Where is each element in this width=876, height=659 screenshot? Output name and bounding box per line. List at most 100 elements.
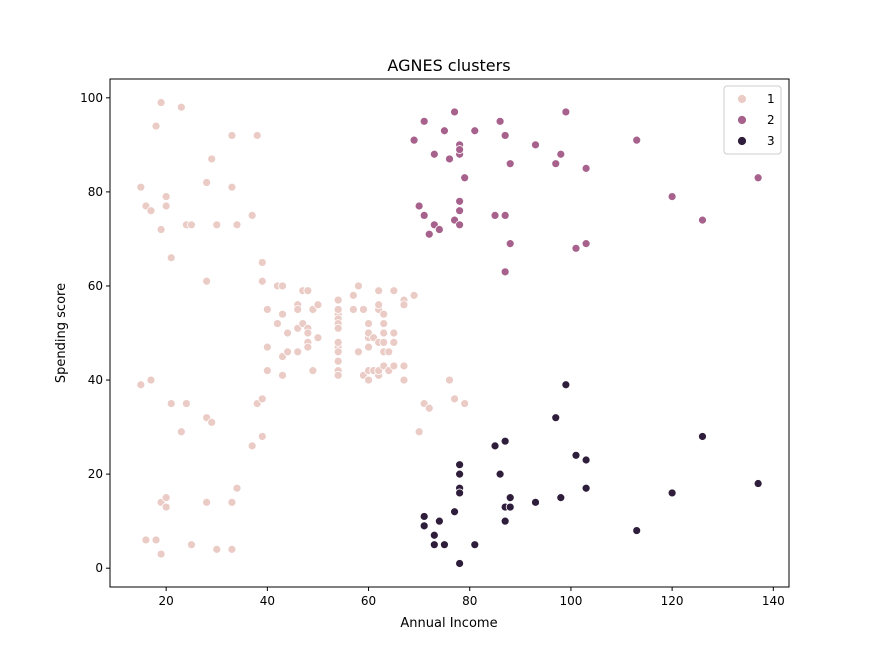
data-point-cluster-1 xyxy=(262,342,272,352)
y-axis-label: Spending score xyxy=(54,283,69,383)
legend-marker-2 xyxy=(737,115,747,125)
data-point-cluster-3 xyxy=(450,507,459,517)
data-point-cluster-2 xyxy=(470,126,480,136)
data-point-cluster-1 xyxy=(146,375,156,385)
data-point-cluster-2 xyxy=(505,239,515,249)
data-point-cluster-3 xyxy=(581,483,591,493)
data-point-cluster-1 xyxy=(384,347,394,357)
data-point-cluster-1 xyxy=(166,253,176,263)
data-point-cluster-1 xyxy=(359,305,368,314)
data-point-cluster-1 xyxy=(348,290,358,300)
data-point-cluster-3 xyxy=(490,441,500,451)
data-point-cluster-3 xyxy=(470,540,480,550)
data-point-cluster-1 xyxy=(308,366,318,376)
data-point-cluster-3 xyxy=(753,479,763,488)
data-point-cluster-1 xyxy=(450,394,459,404)
data-point-cluster-1 xyxy=(303,286,313,296)
data-point-cluster-1 xyxy=(176,427,186,437)
data-point-cluster-1 xyxy=(379,309,389,319)
data-point-cluster-2 xyxy=(571,243,581,253)
data-point-cluster-2 xyxy=(495,116,505,126)
data-point-cluster-1 xyxy=(293,347,303,357)
data-point-cluster-1 xyxy=(207,417,217,427)
data-point-cluster-3 xyxy=(455,488,465,498)
y-axis-ticks: 0 20 40 60 80 100 xyxy=(80,91,110,575)
data-point-cluster-2 xyxy=(667,192,677,201)
data-point-cluster-1 xyxy=(232,220,242,230)
y-tick-label: 40 xyxy=(88,373,103,387)
data-point-cluster-1 xyxy=(303,342,313,352)
data-point-cluster-1 xyxy=(333,347,343,357)
data-point-cluster-1 xyxy=(313,333,323,343)
data-point-cluster-1 xyxy=(156,98,166,107)
data-point-cluster-1 xyxy=(379,319,389,328)
data-point-cluster-2 xyxy=(632,135,642,145)
data-point-cluster-1 xyxy=(348,305,358,314)
legend-label-1: 1 xyxy=(767,92,775,106)
data-point-cluster-2 xyxy=(500,131,510,140)
data-point-cluster-2 xyxy=(445,154,454,164)
x-tick-label: 120 xyxy=(661,594,684,608)
data-point-cluster-2 xyxy=(753,173,763,183)
data-point-cluster-1 xyxy=(364,375,373,385)
x-axis-ticks: 20 40 60 80 100 120 140 xyxy=(159,587,785,608)
data-point-cluster-2 xyxy=(581,163,591,173)
points-layer xyxy=(136,98,763,568)
data-point-cluster-1 xyxy=(252,131,262,140)
data-point-cluster-3 xyxy=(455,469,465,479)
legend-items: 1 2 3 xyxy=(737,92,775,148)
data-point-cluster-1 xyxy=(379,328,389,338)
data-point-cluster-2 xyxy=(455,206,465,216)
data-point-cluster-1 xyxy=(333,338,343,347)
data-point-cluster-1 xyxy=(283,347,292,357)
data-point-cluster-2 xyxy=(500,211,510,220)
data-point-cluster-1 xyxy=(232,483,242,493)
data-point-cluster-1 xyxy=(333,295,343,305)
data-point-cluster-1 xyxy=(176,102,186,112)
x-tick-label: 20 xyxy=(159,594,174,608)
data-point-cluster-3 xyxy=(505,502,515,512)
data-point-cluster-1 xyxy=(273,319,282,328)
data-point-cluster-3 xyxy=(500,436,510,446)
legend-frame xyxy=(723,85,782,155)
data-point-cluster-1 xyxy=(374,286,384,296)
data-point-cluster-1 xyxy=(293,305,303,314)
data-point-cluster-2 xyxy=(698,215,707,225)
data-point-cluster-1 xyxy=(303,328,313,338)
data-point-cluster-3 xyxy=(500,516,510,526)
data-point-cluster-2 xyxy=(500,267,510,277)
data-point-cluster-3 xyxy=(698,432,707,441)
x-tick-label: 80 xyxy=(462,594,477,608)
legend: 1 2 3 xyxy=(723,85,782,155)
data-point-cluster-3 xyxy=(455,559,465,568)
data-point-cluster-1 xyxy=(414,427,424,437)
data-point-cluster-1 xyxy=(136,182,146,192)
data-point-cluster-2 xyxy=(556,149,566,159)
data-point-cluster-1 xyxy=(202,276,212,286)
legend-label-2: 2 xyxy=(767,113,775,127)
x-tick-label: 60 xyxy=(361,594,376,608)
data-point-cluster-1 xyxy=(151,535,161,545)
data-point-cluster-1 xyxy=(156,225,166,234)
data-point-cluster-1 xyxy=(278,370,287,380)
data-point-cluster-1 xyxy=(389,338,399,347)
data-point-cluster-1 xyxy=(389,286,399,296)
data-point-cluster-2 xyxy=(409,135,419,145)
data-point-cluster-3 xyxy=(505,493,515,503)
data-point-cluster-3 xyxy=(429,540,439,550)
data-point-cluster-2 xyxy=(561,107,571,117)
data-point-cluster-1 xyxy=(283,328,292,338)
data-point-cluster-1 xyxy=(262,305,272,314)
data-point-cluster-3 xyxy=(581,455,591,465)
data-point-cluster-2 xyxy=(460,173,470,183)
data-point-cluster-2 xyxy=(450,107,459,117)
data-point-cluster-3 xyxy=(455,460,465,470)
data-point-cluster-1 xyxy=(257,432,267,441)
data-point-cluster-1 xyxy=(212,544,222,554)
data-point-cluster-2 xyxy=(434,225,444,234)
y-tick-label: 80 xyxy=(88,185,103,199)
data-point-cluster-3 xyxy=(571,450,581,460)
data-point-cluster-2 xyxy=(419,211,429,220)
data-point-cluster-1 xyxy=(227,497,237,507)
